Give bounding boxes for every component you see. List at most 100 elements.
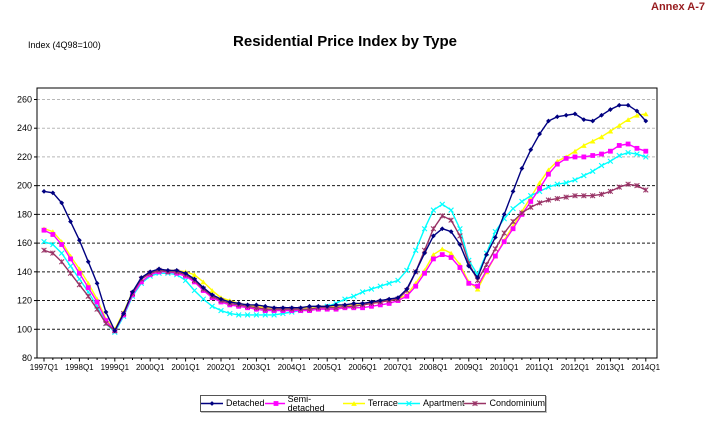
marker: [475, 275, 481, 280]
marker: [85, 293, 92, 299]
marker: [103, 318, 109, 324]
marker: [572, 148, 578, 154]
marker: [377, 302, 383, 308]
marker: [58, 259, 65, 265]
marker: [643, 148, 649, 154]
marker: [324, 303, 330, 309]
marker: [41, 227, 47, 233]
marker: [271, 312, 277, 318]
marker: [103, 309, 109, 315]
marker: [76, 276, 83, 282]
x-tick-label-2009Q1: 2009Q1: [455, 363, 484, 372]
marker: [121, 311, 127, 316]
marker: [94, 306, 100, 312]
x-tick-label-2012Q1: 2012Q1: [561, 363, 590, 372]
marker: [94, 299, 100, 305]
marker: [431, 233, 436, 239]
marker: [342, 296, 348, 302]
marker: [50, 190, 56, 196]
y-tick-label-160: 160: [17, 238, 32, 248]
marker: [50, 250, 56, 256]
marker: [590, 118, 596, 124]
marker: [510, 226, 516, 232]
marker: [581, 154, 587, 160]
marker: [422, 250, 427, 256]
marker: [369, 299, 374, 305]
marker: [607, 128, 614, 134]
x-tick-label-1998Q1: 1998Q1: [65, 363, 94, 372]
marker: [510, 218, 516, 225]
marker: [501, 211, 507, 217]
x-tick-label-2005Q1: 2005Q1: [313, 363, 342, 372]
marker: [439, 252, 445, 257]
marker: [492, 253, 498, 259]
marker: [439, 226, 445, 232]
marker: [545, 197, 552, 203]
legend-label: Apartment: [422, 398, 465, 408]
marker: [457, 242, 463, 247]
chart-legend: Detached Semi-detached Terrace Apartment Con…: [200, 393, 546, 413]
x-tick-label-2007Q1: 2007Q1: [384, 363, 413, 372]
marker: [333, 302, 339, 308]
marker: [528, 199, 534, 204]
marker: [616, 143, 622, 148]
marker: [209, 288, 215, 293]
legend-swatch-terrace: [342, 401, 365, 406]
marker: [563, 112, 569, 118]
marker: [103, 320, 109, 327]
marker: [209, 292, 215, 298]
legend-swatch-condominium: [464, 400, 487, 407]
marker: [360, 301, 365, 306]
marker: [616, 184, 623, 190]
marker: [254, 302, 259, 308]
marker: [572, 177, 578, 183]
marker: [581, 117, 587, 122]
marker: [298, 305, 304, 311]
marker: [41, 247, 47, 254]
marker: [581, 172, 587, 179]
marker: [484, 267, 489, 273]
legend-item-condominium: Condominium: [464, 399, 545, 408]
marker: [554, 161, 560, 167]
marker: [457, 225, 463, 232]
marker: [634, 112, 640, 118]
marker: [430, 207, 437, 213]
marker: [484, 252, 489, 257]
y-tick-label-240: 240: [17, 123, 32, 133]
marker: [448, 255, 454, 260]
marker: [519, 210, 525, 216]
marker: [244, 312, 251, 318]
marker: [607, 188, 614, 195]
legend-label: Semi-detached: [287, 393, 325, 413]
marker: [50, 241, 56, 248]
legend-swatch-detached: [201, 401, 223, 406]
marker: [510, 205, 516, 212]
marker: [599, 112, 604, 118]
marker: [395, 277, 401, 284]
marker: [412, 247, 419, 254]
marker: [430, 225, 437, 232]
marker: [413, 283, 419, 289]
marker: [156, 266, 162, 272]
marker: [50, 232, 56, 237]
marker: [307, 303, 312, 309]
y-tick-label-80: 80: [22, 353, 32, 363]
marker: [68, 256, 73, 262]
marker: [598, 162, 605, 169]
marker: [218, 307, 224, 314]
marker: [527, 204, 534, 210]
legend-label: Condominium: [489, 398, 545, 408]
marker: [581, 143, 587, 148]
marker: [536, 200, 543, 206]
marker: [537, 131, 542, 137]
legend-item-detached: Detached: [201, 399, 265, 408]
legend-label: Terrace: [367, 398, 398, 408]
marker: [466, 263, 472, 269]
marker: [342, 302, 348, 308]
marker: [430, 252, 437, 257]
legend-marker: [273, 401, 278, 406]
marker: [598, 134, 605, 140]
marker: [200, 296, 207, 302]
legend-item-terrace: Terrace: [342, 398, 398, 408]
marker: [253, 312, 260, 318]
